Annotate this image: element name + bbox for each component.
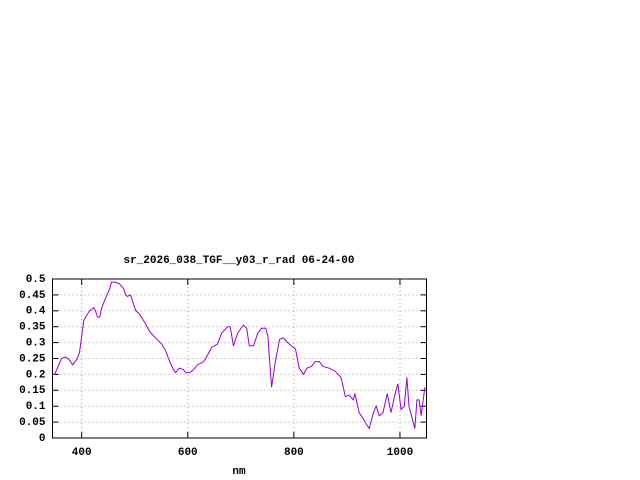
x-tick-label: 600 — [178, 447, 198, 459]
y-tick-label: 0.15 — [19, 385, 46, 397]
y-tick-label: 0.45 — [19, 290, 46, 302]
y-tick-label: 0.2 — [26, 369, 46, 381]
y-tick-label: 0.35 — [19, 322, 46, 334]
y-tick-label: 0.1 — [26, 401, 46, 413]
y-tick-label: 0.4 — [26, 306, 46, 318]
y-tick-label: 0.05 — [19, 417, 46, 429]
y-tick-label: 0.25 — [19, 353, 46, 365]
data-line — [54, 281, 426, 430]
y-tick-label: 0.5 — [26, 274, 46, 286]
x-tick-label: 1000 — [387, 447, 413, 459]
x-tick-label: 400 — [72, 447, 92, 459]
x-tick-label: 800 — [284, 447, 304, 459]
y-tick-label: 0 — [39, 433, 46, 445]
chart-title: sr_2026_038_TGF__y03_r_rad 06-24-00 — [123, 255, 354, 267]
y-tick-label: 0.3 — [26, 338, 46, 350]
plot-frame — [52, 278, 427, 439]
x-axis-label: nm — [232, 466, 246, 478]
